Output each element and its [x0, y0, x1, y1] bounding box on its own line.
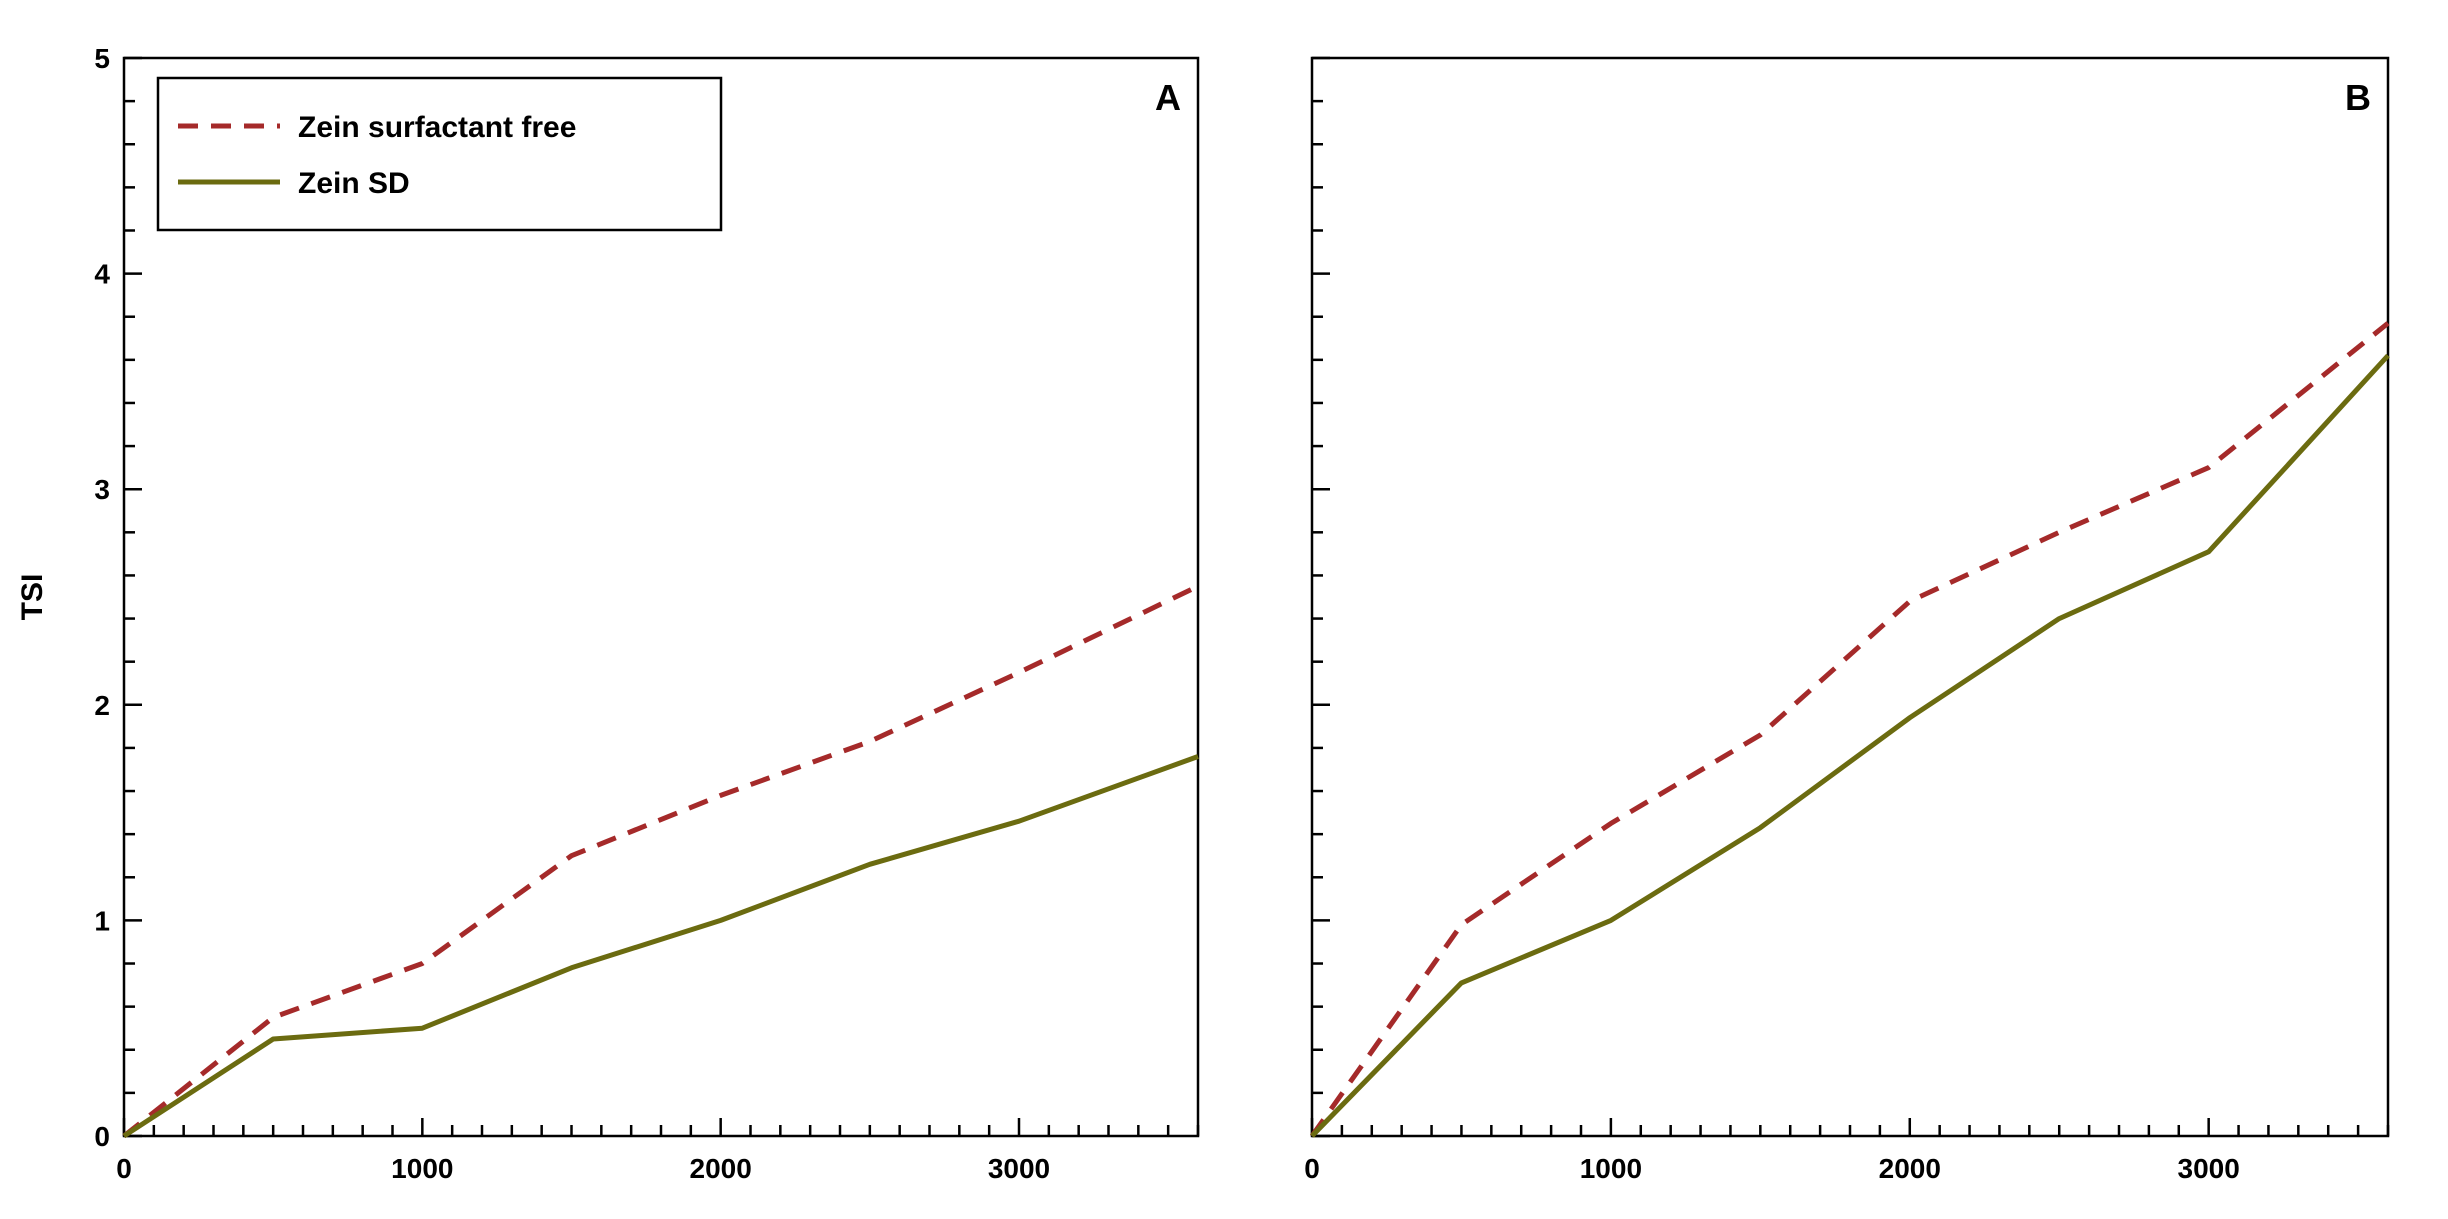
y-tick-label: 5	[94, 43, 110, 74]
series-line-solid	[1310, 353, 2390, 1138]
y-tick-label: 4	[94, 259, 110, 290]
panel-label: A	[1155, 77, 1181, 118]
x-tick-label: 3000	[2178, 1153, 2240, 1184]
panel-label: B	[2345, 77, 2371, 118]
y-axis-label: TSI	[16, 574, 49, 621]
legend: Zein surfactant free Zein SD	[156, 76, 723, 232]
x-tick-label: 2000	[690, 1153, 752, 1184]
x-tick-label: 2000	[1879, 1153, 1941, 1184]
series-line-dashed	[1309, 321, 2390, 1138]
y-tick-label: 3	[94, 474, 110, 505]
plot-frame	[1310, 56, 2390, 1138]
x-tick-label: 1000	[391, 1153, 453, 1184]
y-tick-label: 1	[94, 905, 110, 936]
x-tick-label: 1000	[1580, 1153, 1642, 1184]
legend-box	[156, 76, 723, 232]
x-tick-label: 3000	[988, 1153, 1050, 1184]
x-tick-label: 0	[1304, 1153, 1320, 1184]
y-tick-label: 0	[94, 1121, 110, 1152]
series-line-zein-sd	[122, 754, 1199, 1139]
series-line-zein-surfactant-free	[122, 583, 1200, 1138]
legend-label-zein-surfactant-free: Zein surfactant free	[298, 111, 576, 144]
y-tick-label: 2	[94, 690, 110, 721]
legend-label-zein-sd: Zein SD	[298, 167, 410, 200]
x-tick-label: 0	[116, 1153, 132, 1184]
panel-b: 0 1000 2000 3000 B	[1304, 56, 2390, 1184]
panel-a: 0 1000 2000 3000 0 1 2 3 4 5 A	[94, 43, 1200, 1184]
